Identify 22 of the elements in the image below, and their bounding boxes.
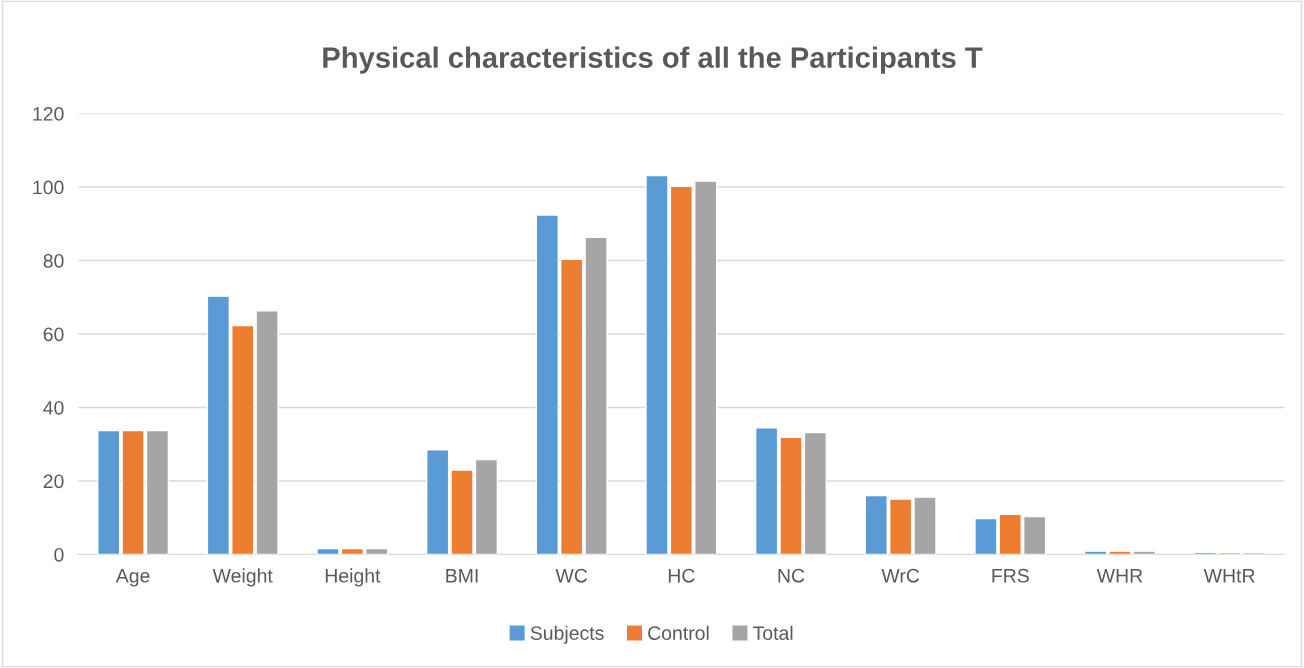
- y-tick-label: 100: [33, 180, 64, 195]
- y-tick-label: 80: [43, 253, 64, 268]
- legend-label: Control: [648, 625, 709, 640]
- chart-title: Physical characteristics of all the Participants T: [323, 46, 983, 74]
- x-tick-label: Height: [325, 568, 381, 587]
- x-tick-label: BMI: [446, 569, 478, 583]
- x-tick-label: WrC: [881, 568, 920, 583]
- x-tick-label: Weight: [212, 568, 273, 587]
- y-tick-label: 120: [33, 107, 64, 121]
- x-tick-label: NC: [778, 568, 805, 583]
- x-tick-label: HC: [668, 568, 695, 583]
- y-tick-label: 0: [54, 547, 64, 562]
- x-tick-label: Age: [115, 569, 150, 587]
- x-tick-label: WC: [555, 568, 588, 583]
- legend-label: Subjects: [530, 625, 604, 644]
- y-tick-label: 40: [43, 400, 64, 415]
- x-tick-label: FRS: [992, 568, 1029, 583]
- x-tick-label: WHtR: [1203, 569, 1255, 583]
- x-tick-label: WHR: [1096, 569, 1143, 583]
- y-tick-label: 60: [43, 327, 64, 342]
- legend-label: Total: [753, 625, 793, 640]
- y-tick-label: 20: [43, 474, 64, 489]
